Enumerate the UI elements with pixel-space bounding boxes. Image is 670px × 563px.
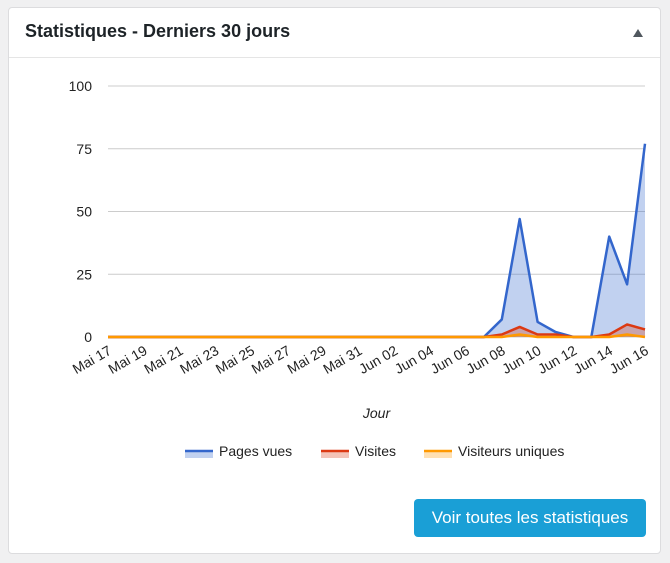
legend-swatch-fill bbox=[424, 451, 452, 458]
y-tick-label: 0 bbox=[84, 329, 92, 345]
x-tick-label: Jun 10 bbox=[499, 342, 544, 377]
x-tick-label: Mai 19 bbox=[105, 342, 150, 377]
separator bbox=[9, 57, 660, 58]
legend-label: Pages vues bbox=[219, 443, 292, 459]
collapse-toggle[interactable] bbox=[633, 29, 643, 37]
x-tick-label: Mai 29 bbox=[284, 342, 329, 377]
x-tick-label: Jun 16 bbox=[607, 342, 652, 377]
x-tick-label: Jun 14 bbox=[571, 342, 616, 377]
x-tick-label: Jun 04 bbox=[392, 342, 437, 377]
series-line bbox=[108, 143, 647, 339]
x-tick-label: Jun 02 bbox=[356, 342, 401, 377]
area-fill bbox=[108, 324, 645, 337]
x-tick-label: Mai 31 bbox=[320, 342, 365, 377]
x-tick-label: Mai 23 bbox=[177, 342, 222, 377]
series-line bbox=[108, 333, 646, 339]
stats-card: Statistiques - Derniers 30 jours Voir to… bbox=[8, 7, 661, 554]
x-tick-label: Mai 25 bbox=[213, 342, 258, 377]
y-tick-label: 25 bbox=[76, 266, 92, 282]
y-tick-label: 100 bbox=[69, 78, 93, 94]
y-tick-label: 75 bbox=[76, 141, 92, 157]
y-tick-label: 50 bbox=[76, 204, 92, 220]
x-axis-label: Jour bbox=[362, 405, 392, 421]
x-tick-label: Jun 08 bbox=[463, 342, 508, 377]
x-tick-label: Mai 17 bbox=[70, 342, 115, 377]
view-all-button[interactable]: Voir toutes les statistiques bbox=[414, 499, 646, 537]
card-title: Statistiques - Derniers 30 jours bbox=[25, 21, 291, 41]
x-tick-label: Jun 12 bbox=[535, 342, 580, 377]
legend-swatch-fill bbox=[321, 451, 349, 458]
x-tick-label: Mai 27 bbox=[249, 342, 294, 377]
legend-label: Visiteurs uniques bbox=[458, 443, 564, 459]
x-tick-label: Jun 06 bbox=[428, 342, 473, 377]
series-line bbox=[108, 323, 646, 339]
legend-swatch-fill bbox=[185, 451, 213, 458]
x-tick-label: Mai 21 bbox=[141, 342, 186, 377]
area-fill bbox=[108, 143, 645, 337]
legend-label: Visites bbox=[355, 443, 396, 459]
